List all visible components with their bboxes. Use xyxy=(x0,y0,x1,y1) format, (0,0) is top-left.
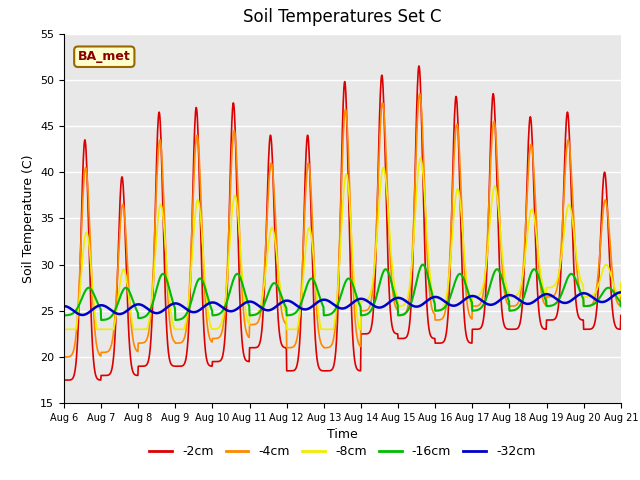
-2cm xyxy=(428,335,436,340)
-16cm xyxy=(419,262,427,267)
-8cm xyxy=(520,265,527,271)
-4cm xyxy=(428,306,436,312)
-16cm xyxy=(184,310,191,315)
-8cm xyxy=(292,326,300,332)
Line: -16cm: -16cm xyxy=(64,264,621,320)
-8cm xyxy=(428,288,436,294)
-4cm xyxy=(568,176,575,181)
Y-axis label: Soil Temperature (C): Soil Temperature (C) xyxy=(22,154,35,283)
-2cm xyxy=(520,276,527,282)
X-axis label: Time: Time xyxy=(327,429,358,442)
-16cm xyxy=(292,309,300,315)
-32cm xyxy=(79,312,86,318)
-32cm xyxy=(617,289,625,295)
-32cm xyxy=(60,303,68,309)
-8cm xyxy=(183,313,191,319)
-16cm xyxy=(617,303,625,309)
-2cm xyxy=(278,343,286,349)
Legend: -2cm, -4cm, -8cm, -16cm, -32cm: -2cm, -4cm, -8cm, -16cm, -32cm xyxy=(145,441,540,464)
-4cm xyxy=(183,320,191,326)
-16cm xyxy=(97,317,105,323)
-8cm xyxy=(278,299,286,305)
-8cm xyxy=(417,156,424,161)
-16cm xyxy=(520,293,528,299)
Line: -8cm: -8cm xyxy=(64,158,621,329)
Line: -32cm: -32cm xyxy=(64,292,621,315)
-32cm xyxy=(428,295,436,300)
-16cm xyxy=(568,271,576,277)
-8cm xyxy=(568,211,575,217)
-32cm xyxy=(292,302,300,308)
-2cm xyxy=(617,312,625,318)
-2cm xyxy=(183,349,191,355)
Line: -4cm: -4cm xyxy=(64,94,621,357)
-16cm xyxy=(429,293,436,299)
-8cm xyxy=(617,280,625,286)
-32cm xyxy=(279,299,287,305)
-16cm xyxy=(279,297,287,303)
-4cm xyxy=(416,91,424,96)
-32cm xyxy=(568,297,575,303)
-16cm xyxy=(60,312,68,318)
-4cm xyxy=(292,340,300,346)
Line: -2cm: -2cm xyxy=(64,66,621,380)
-4cm xyxy=(520,257,527,263)
-4cm xyxy=(60,354,68,360)
-2cm xyxy=(60,377,68,383)
-2cm xyxy=(568,204,575,209)
-8cm xyxy=(60,326,68,332)
Title: Soil Temperatures Set C: Soil Temperatures Set C xyxy=(243,9,442,26)
-32cm xyxy=(184,307,191,312)
-4cm xyxy=(278,313,286,319)
-32cm xyxy=(520,300,527,306)
-2cm xyxy=(415,63,423,69)
Text: BA_met: BA_met xyxy=(78,50,131,63)
-2cm xyxy=(292,365,300,371)
-4cm xyxy=(617,289,625,295)
